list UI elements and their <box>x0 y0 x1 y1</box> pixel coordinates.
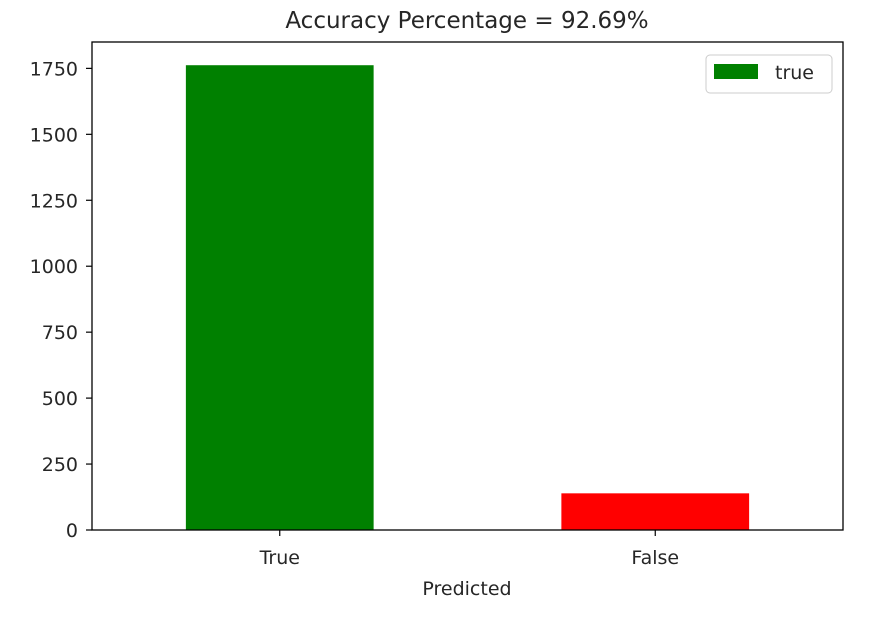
y-tick-label: 1250 <box>30 190 78 212</box>
legend: true <box>705 54 833 94</box>
x-axis: True False <box>259 530 679 569</box>
legend-label: true <box>775 62 814 84</box>
y-tick-label: 0 <box>66 520 78 542</box>
x-axis-title: Predicted <box>422 578 511 600</box>
y-tick-label: 250 <box>42 454 78 476</box>
plot-frame <box>91 41 844 531</box>
legend-swatch <box>714 64 758 79</box>
y-tick-label: 750 <box>42 322 78 344</box>
y-tick-label: 500 <box>42 388 78 410</box>
y-tick-label: 1000 <box>30 256 78 278</box>
x-tick-label: True <box>259 547 300 569</box>
bar-true <box>185 65 374 530</box>
y-axis: 0 250 500 750 1000 1250 1500 1750 <box>30 58 92 542</box>
bar-false <box>561 493 750 530</box>
bars-layer <box>185 65 750 530</box>
y-tick-label: 1500 <box>30 124 78 146</box>
x-tick-label: False <box>631 547 679 569</box>
chart-title: Accuracy Percentage = 92.69% <box>285 8 648 34</box>
y-tick-label: 1750 <box>30 58 78 80</box>
